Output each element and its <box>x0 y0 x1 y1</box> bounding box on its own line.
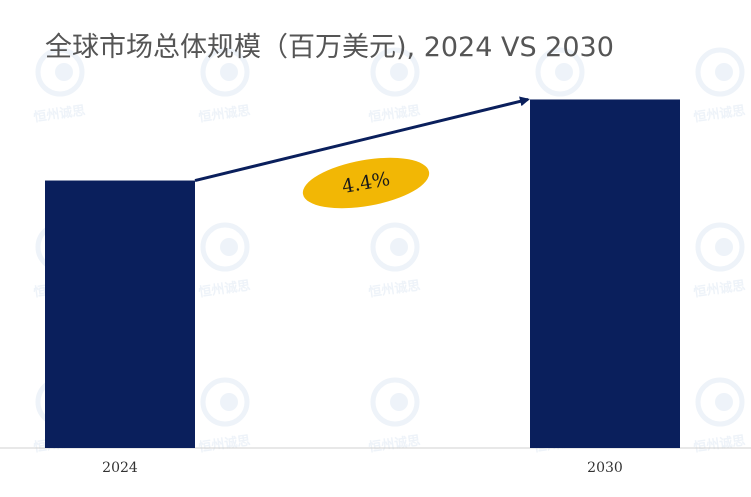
svg-text:恒州诚思: 恒州诚思 <box>198 277 252 300</box>
svg-text:恒州诚思: 恒州诚思 <box>368 432 422 455</box>
svg-text:恒州诚思: 恒州诚思 <box>198 432 252 455</box>
bar-2030 <box>530 99 680 448</box>
svg-text:恒州诚思: 恒州诚思 <box>368 102 422 125</box>
svg-text:恒州诚思: 恒州诚思 <box>693 432 747 455</box>
chart-title: 全球市场总体规模（百万美元), 2024 VS 2030 <box>45 32 614 63</box>
growth-arrow <box>194 96 530 182</box>
watermark-logo: 恒州诚思 <box>693 222 747 301</box>
growth-rate-badge <box>302 157 430 209</box>
watermark-logo: 恒州诚思 <box>368 222 422 301</box>
watermark-logo: 恒州诚思 <box>368 377 422 456</box>
svg-text:恒州诚思: 恒州诚思 <box>33 102 87 125</box>
svg-text:恒州诚思: 恒州诚思 <box>368 277 422 300</box>
watermark-logo: 恒州诚思 <box>368 47 422 126</box>
svg-text:恒州诚思: 恒州诚思 <box>198 102 252 125</box>
svg-text:恒州诚思: 恒州诚思 <box>693 277 747 300</box>
x-tick-2030: 2030 <box>587 460 623 476</box>
watermark-logo: 恒州诚思 <box>198 222 252 301</box>
watermark-logo: 恒州诚思 <box>33 47 87 126</box>
bar-2024 <box>45 180 195 449</box>
watermark-logo: 恒州诚思 <box>198 47 252 126</box>
watermark-logo: 恒州诚思 <box>693 47 747 126</box>
svg-text:恒州诚思: 恒州诚思 <box>693 102 747 125</box>
x-tick-2024: 2024 <box>102 460 138 476</box>
watermark-logo: 恒州诚思 <box>198 377 252 456</box>
watermark-logo: 恒州诚思 <box>693 377 747 456</box>
